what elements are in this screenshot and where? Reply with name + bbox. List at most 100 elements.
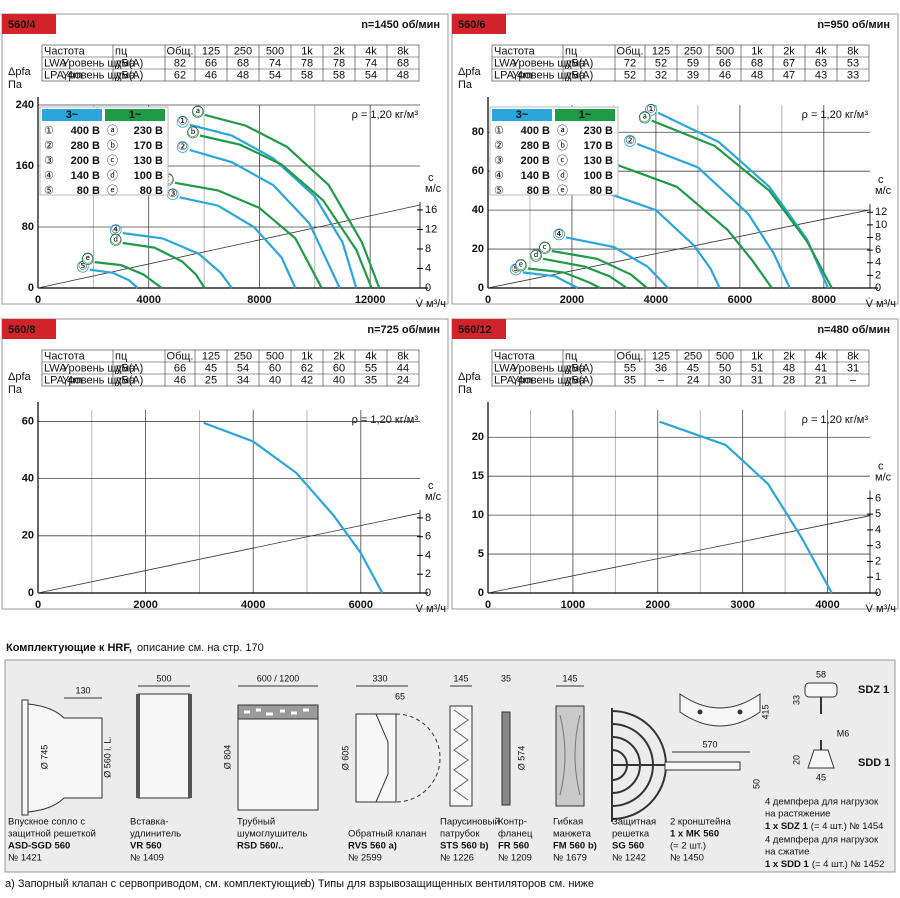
y2-tick-label: 8: [425, 512, 431, 524]
legend-entry: 140 В: [521, 170, 550, 182]
curve: [204, 113, 381, 289]
table-cell: LPA,4m: [494, 374, 532, 386]
table-cell: 33: [847, 69, 859, 81]
panel-frame: [451, 318, 899, 610]
model: SG 560: [612, 841, 644, 852]
chart-panel: 560/4 n=1450 об/мин Частота пц Общ. 125 250 500…: [1, 13, 449, 310]
drawing: [559, 714, 581, 796]
caption: 2 кронштейна: [670, 817, 732, 828]
y2-tick-label: 5: [875, 508, 881, 520]
panel-title: 560/6: [458, 19, 486, 31]
order-number: (= 4 шт.) № 1452: [812, 859, 885, 870]
dimension: 600 / 1200: [257, 673, 300, 683]
drawing: [697, 709, 703, 715]
table-cell: 2k: [783, 350, 795, 362]
table-cell: 52: [655, 57, 667, 69]
x-tick-label: 12000: [355, 294, 386, 306]
table-cell: пц: [115, 350, 128, 362]
curve-marker: ⓔ: [82, 252, 93, 265]
y2-label: c: [428, 480, 434, 492]
drawing: [737, 709, 743, 715]
curve-marker: ⑤: [511, 263, 521, 275]
legend-title: 3~: [66, 109, 79, 121]
table-cell: LWA: [44, 362, 67, 374]
legend-marker: ①: [494, 125, 504, 137]
y-label: Δpfa: [8, 66, 32, 78]
curve-marker-bg: [109, 234, 122, 246]
y-label: Па: [8, 384, 23, 396]
table-cell: Общ.: [167, 350, 194, 362]
x-tick-label: 3000: [730, 599, 754, 611]
x-tick-label: 6000: [728, 294, 752, 306]
legend-marker: ①: [44, 125, 54, 137]
y2-label: м/с: [875, 185, 892, 197]
x-tick-label: 8000: [247, 294, 271, 306]
x-tick-label: 4000: [644, 294, 668, 306]
x-tick-label: 2000: [560, 294, 584, 306]
drawing: [188, 694, 192, 798]
legend-entry: 400 В: [521, 125, 550, 137]
model: ASD-SGD 560: [8, 841, 70, 852]
table-cell: 62: [301, 362, 313, 374]
table-cell: 51: [751, 362, 763, 374]
legend-entry: 100 В: [134, 170, 163, 182]
table-cell: 48: [751, 69, 763, 81]
order-number: № 1421: [8, 853, 42, 864]
caption: Впускное сопло с: [8, 817, 85, 828]
panel-badge: [452, 319, 506, 339]
caption: Контр-: [498, 817, 527, 828]
y2-tick-label: 16: [425, 204, 437, 216]
table-cell: 66: [174, 362, 186, 374]
table-cell: Уровень шума: [512, 69, 586, 81]
curve: [199, 134, 373, 289]
legend-header: [42, 109, 102, 121]
plot-area: [488, 410, 870, 593]
y2-tick-label: 6: [875, 244, 881, 256]
damper-label: SDD 1: [858, 757, 890, 769]
legend-entry: 130 В: [134, 155, 163, 167]
accessory-drawings: 130 Ø 745 Ø 560 i. L. 500 600 / 1200 Ø 8…: [21, 669, 890, 822]
panel-badge: [2, 319, 56, 339]
drawing: [21, 699, 29, 816]
model: 1 x SDZ 1: [765, 821, 808, 832]
damper-label: SDZ 1: [858, 684, 889, 696]
table-cell: 78: [301, 57, 313, 69]
table-cell: 500: [266, 350, 284, 362]
chart-panel: 560/6 n=950 об/мин Частота пц Общ. 125 250 500 1…: [451, 13, 899, 310]
table-cell: Общ.: [617, 45, 644, 57]
x-label: V̇ м³/ч: [866, 602, 896, 615]
legend-entry: 400 В: [71, 125, 100, 137]
legend-marker: ③: [44, 155, 54, 167]
curve-marker: ④: [111, 224, 121, 236]
table-cell: 500: [716, 45, 734, 57]
table-cell: LWA: [494, 57, 517, 69]
rotor-speed: n=1450 об/мин: [361, 19, 440, 31]
table-cell: 42: [301, 374, 313, 386]
x-tick-label: 4000: [241, 599, 265, 611]
legend-header: [555, 109, 615, 121]
order-number: № 1450: [670, 853, 704, 864]
x-tick-label: 0: [485, 599, 491, 611]
legend-marker: ⓔ: [557, 184, 568, 197]
x-tick-label: 0: [485, 294, 491, 306]
order-number: № 1209: [498, 853, 532, 864]
table-cell: 48: [397, 69, 409, 81]
y2-label: м/с: [875, 471, 892, 483]
drawing: [555, 705, 585, 807]
curve-marker: ⓒ: [539, 241, 550, 254]
y-tick-label: 40: [22, 473, 34, 485]
table-cell: 2k: [333, 45, 345, 57]
curve-marker-bg: [638, 111, 651, 124]
table-cell: 82: [174, 57, 186, 69]
table-cell: 43: [815, 69, 827, 81]
y2-label: м/с: [425, 183, 442, 195]
curve: [487, 515, 871, 594]
table-cell: 4k: [815, 350, 827, 362]
curve-marker-bg: [530, 249, 542, 262]
curve: [203, 421, 384, 594]
dimension: Ø 574: [516, 746, 526, 771]
table-cell: 31: [751, 374, 763, 386]
table-cell: 46: [205, 69, 217, 81]
table-cell: Уровень шума: [62, 69, 136, 81]
table-cell: 74: [365, 57, 377, 69]
